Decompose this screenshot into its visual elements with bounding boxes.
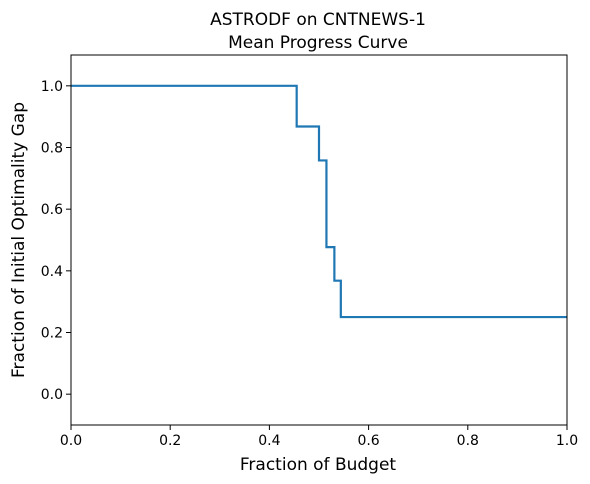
y-tick-label: 0.2 <box>41 326 63 342</box>
x-tick-label: 0.2 <box>159 433 181 449</box>
x-tick-label: 0.0 <box>60 433 82 449</box>
x-axis-label: Fraction of Budget <box>240 455 397 475</box>
y-axis-label: Fraction of Initial Optimality Gap <box>9 102 29 378</box>
y-tick-label: 0.6 <box>41 202 63 218</box>
axis-ticks: 0.0 0.2 0.4 0.6 0.8 1.0 0.0 0.2 0.4 0.6 0.8 1.0 <box>41 79 578 449</box>
series-line-0 <box>71 84 567 319</box>
x-tick-label: 1.0 <box>556 433 578 449</box>
plot-frame <box>70 54 568 426</box>
y-tick-label: 0.8 <box>41 141 63 157</box>
chart-title: ASTRODF on CNTNEWS-1 <box>210 10 426 30</box>
y-tick-label: 0.0 <box>41 387 63 403</box>
chart-subtitle: Mean Progress Curve <box>228 33 408 53</box>
y-tick-label: 1.0 <box>41 79 63 95</box>
x-tick-label: 0.8 <box>457 433 479 449</box>
x-tick-label: 0.6 <box>357 433 379 449</box>
x-tick-label: 0.4 <box>258 433 280 449</box>
y-tick-label: 0.4 <box>41 264 63 280</box>
plot-area <box>71 84 567 319</box>
